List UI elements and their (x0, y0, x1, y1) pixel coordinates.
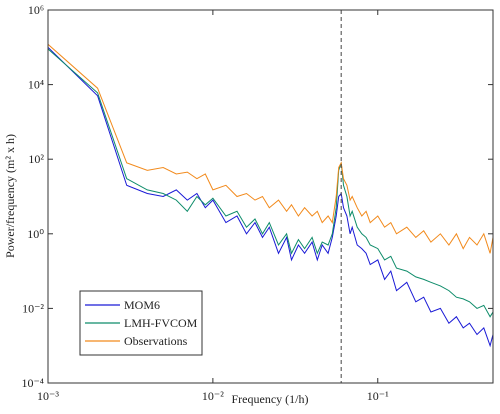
y-axis-label: Power/frequency (m² x h) (3, 134, 17, 258)
legend-label: MOM6 (124, 298, 160, 312)
series-line (48, 46, 493, 348)
series-line (48, 48, 493, 318)
x-tick-label: 10⁻² (202, 389, 224, 403)
y-tick-label: 10² (28, 152, 44, 166)
legend-label: LMH-FVCOM (124, 316, 198, 330)
y-tick-label: 10⁻² (22, 301, 44, 315)
series-line (48, 43, 493, 254)
x-axis-label: Frequency (1/h) (232, 392, 309, 406)
y-tick-label: 10⁻⁴ (21, 376, 44, 390)
y-tick-label: 10⁴ (28, 78, 44, 92)
x-tick-label: 10⁻³ (37, 389, 59, 403)
y-tick-label: 10⁰ (27, 227, 44, 241)
x-tick-label: 10⁻¹ (367, 389, 389, 403)
legend-label: Observations (124, 334, 188, 348)
plot-frame (47, 9, 494, 384)
y-tick-label: 10⁶ (28, 3, 44, 17)
